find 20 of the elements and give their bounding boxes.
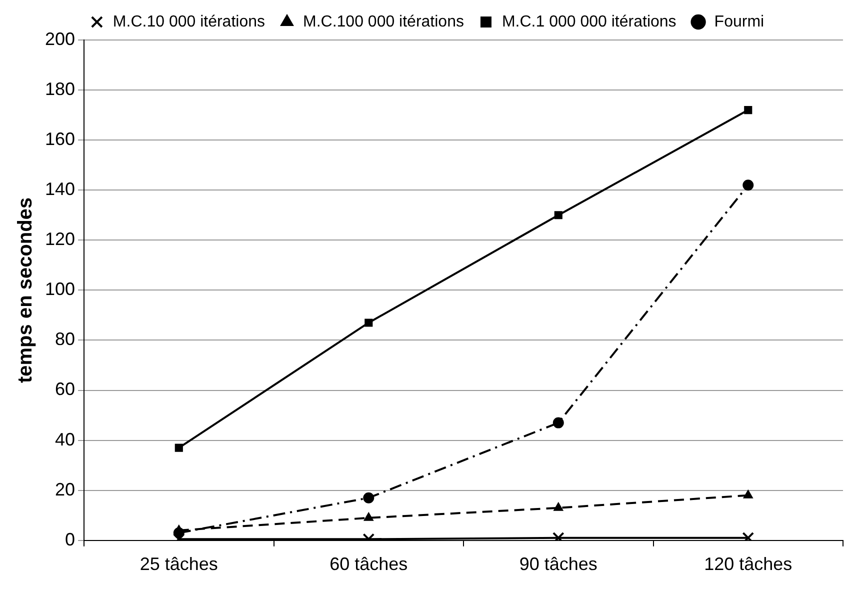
legend-label: Fourmi (714, 13, 764, 30)
legend-label: M.C.10 000 itérations (112, 13, 265, 30)
y-tick-label: 40 (55, 429, 76, 450)
y-tick-label: 60 (55, 379, 76, 400)
y-tick-label: 160 (44, 129, 76, 150)
x-tick-label: 60 tâches (330, 554, 408, 574)
y-tick-label: 0 (65, 529, 76, 550)
x-tick-label: 120 tâches (704, 554, 792, 574)
x-tick-label: 90 tâches (519, 554, 598, 574)
y-tick-label: 100 (44, 279, 76, 300)
y-tick-label: 200 (44, 28, 76, 49)
y-tick-label: 180 (44, 79, 76, 100)
x-tick-label: 25 tâches (140, 554, 218, 574)
y-tick-label: 20 (55, 479, 76, 500)
y-tick-label: 120 (44, 229, 76, 250)
y-axis-title: temps en secondes (14, 197, 37, 384)
legend-label: M.C.1 000 000 itérations (502, 13, 676, 30)
y-tick-label: 140 (44, 179, 76, 200)
legend-label: M.C.100 000 itérations (303, 13, 464, 30)
y-tick-label: 80 (55, 329, 76, 350)
